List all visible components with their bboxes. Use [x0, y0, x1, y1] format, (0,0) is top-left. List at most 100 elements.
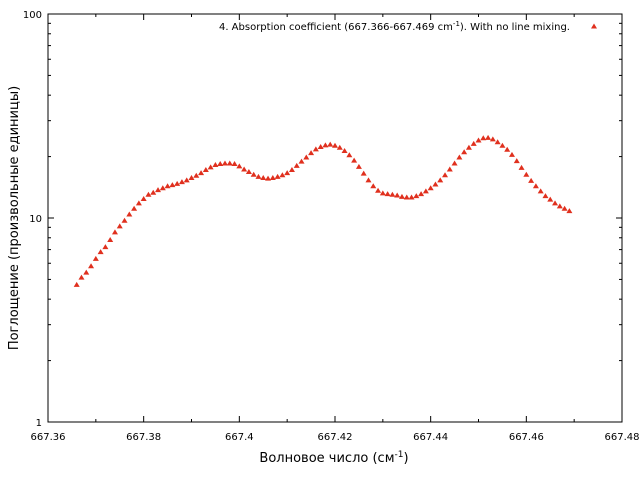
- data-point: [107, 237, 114, 243]
- data-point: [508, 151, 515, 157]
- data-point: [518, 164, 525, 170]
- data-point: [231, 160, 238, 166]
- x-tick-label: 667.36: [31, 432, 66, 443]
- data-point: [317, 143, 324, 149]
- data-point: [126, 211, 133, 217]
- data-point: [336, 144, 343, 150]
- data-point: [513, 158, 520, 164]
- data-point: [131, 205, 138, 211]
- data-point: [226, 160, 233, 166]
- data-point: [341, 148, 348, 154]
- x-tick-label: 667.48: [605, 432, 640, 443]
- data-point: [523, 171, 530, 177]
- data-point: [155, 187, 162, 193]
- data-point: [183, 177, 190, 183]
- data-point: [92, 255, 99, 261]
- data-point: [446, 166, 453, 172]
- data-point: [312, 146, 319, 152]
- y-tick-label: 10: [29, 214, 42, 225]
- data-point: [274, 173, 281, 179]
- data-point: [456, 154, 463, 160]
- data-point: [83, 269, 90, 275]
- data-point: [293, 162, 300, 168]
- data-point: [73, 281, 80, 287]
- y-tick-label: 100: [23, 10, 42, 21]
- data-point: [504, 146, 511, 152]
- data-point: [375, 187, 382, 193]
- data-point: [269, 175, 276, 181]
- data-point: [389, 191, 396, 197]
- data-point: [332, 142, 338, 148]
- data-point: [475, 137, 482, 143]
- data-point: [532, 183, 539, 189]
- data-point: [245, 169, 252, 175]
- data-point: [308, 150, 315, 156]
- data-point: [193, 172, 200, 178]
- data-point: [398, 193, 405, 199]
- data-point: [499, 142, 506, 148]
- data-point: [279, 172, 286, 178]
- data-point: [260, 175, 267, 181]
- data-point: [303, 154, 310, 160]
- data-point: [298, 158, 305, 164]
- data-point: [432, 181, 439, 187]
- y-axis-label: Поглощение (произвольные единицы): [7, 86, 22, 350]
- data-point: [365, 177, 372, 183]
- data-point: [217, 160, 224, 166]
- data-point: [198, 170, 205, 176]
- data-point: [384, 191, 391, 197]
- data-point: [174, 180, 181, 186]
- x-tick-label: 667.4: [225, 432, 254, 443]
- data-point: [116, 223, 123, 229]
- data-point: [542, 193, 549, 199]
- data-point: [485, 134, 492, 140]
- data-point: [418, 191, 425, 197]
- data-point: [250, 171, 257, 177]
- data-point: [178, 179, 185, 185]
- x-tick-label: 667.42: [318, 432, 353, 443]
- data-point: [111, 229, 118, 235]
- x-axis-label-suffix: ): [403, 451, 408, 466]
- data-point: [150, 189, 157, 195]
- data-point: [265, 175, 272, 181]
- data-point: [78, 274, 85, 280]
- data-point: [102, 244, 109, 250]
- data-point: [379, 190, 386, 196]
- data-points-layer: [73, 134, 573, 287]
- data-point: [202, 166, 209, 172]
- plot-frame: [47, 13, 623, 423]
- data-point: [322, 142, 329, 148]
- data-point: [556, 203, 563, 209]
- data-point: [236, 163, 243, 169]
- y-tick-label: 1: [36, 418, 42, 429]
- data-point: [255, 173, 262, 179]
- data-point: [221, 160, 228, 166]
- ticks-layer: 667.36 667.38 667.4 667.42 667.44 667.46 667.4…: [23, 10, 640, 443]
- data-point: [494, 139, 501, 145]
- data-point: [121, 217, 128, 223]
- data-point: [188, 175, 195, 181]
- data-point: [88, 263, 95, 269]
- data-point: [169, 182, 176, 188]
- data-point: [140, 195, 147, 201]
- data-point: [465, 144, 472, 150]
- x-tick-label: 667.38: [126, 432, 161, 443]
- data-point: [461, 149, 468, 155]
- data-point: [284, 170, 291, 176]
- data-point: [528, 177, 535, 183]
- data-point: [537, 188, 544, 194]
- data-point: [346, 152, 353, 158]
- legend: 4. Absorption coefficient (667.366-667.4…: [219, 20, 597, 33]
- legend-label-text: 4. Absorption coefficient (667.366-667.4…: [219, 22, 453, 33]
- data-point: [288, 166, 295, 172]
- x-axis-label: Волновое число (см-1): [259, 450, 408, 466]
- x-axis-label-text: Волновое число (см: [259, 451, 394, 466]
- data-point: [159, 185, 166, 191]
- legend-label-superscript: -1: [453, 20, 460, 28]
- data-point: [566, 208, 573, 214]
- data-point: [394, 192, 401, 198]
- data-point: [413, 193, 420, 199]
- data-point: [422, 188, 429, 194]
